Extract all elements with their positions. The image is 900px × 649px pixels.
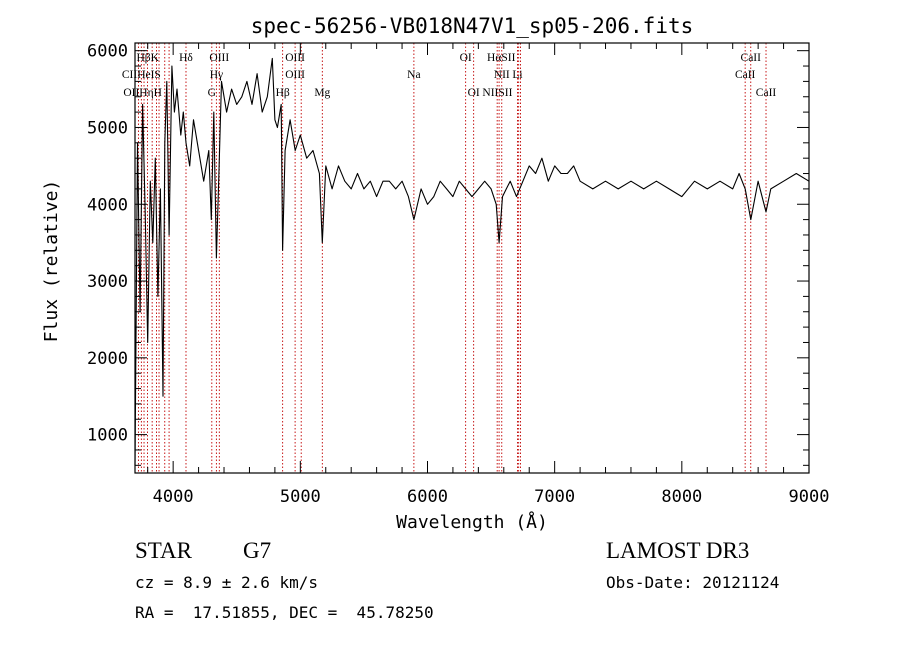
x-tick-label: 8000	[661, 487, 702, 507]
chart-title: spec-56256-VB018N47V1_sp05-206.fits	[251, 14, 694, 38]
object-class: STAR	[135, 538, 192, 563]
spectral-line-label: CaII	[741, 52, 762, 64]
spectral-line-label: OIII	[285, 52, 305, 64]
spectral-line-label: Mg	[314, 87, 330, 99]
spectral-line-label: NII	[494, 69, 510, 81]
spectral-line-label: Hδ	[179, 52, 193, 64]
spectral-line-label: OIIHηH	[123, 87, 162, 99]
spectral-line-label: Hβ	[276, 87, 290, 99]
y-tick-label: 2000	[87, 349, 128, 369]
object-subclass: G7	[243, 538, 272, 563]
x-tick-label: 6000	[407, 487, 448, 507]
x-axis-label: Wavelength (Å)	[396, 511, 548, 533]
spectral-line-label: OIII	[209, 52, 229, 64]
plot-frame	[134, 42, 810, 474]
spectral-line-label: G	[208, 87, 216, 99]
spectral-line-label: Na	[407, 69, 420, 81]
spectral-line-label: CaII	[756, 87, 777, 99]
x-tick-label: 7000	[534, 487, 575, 507]
observation-date: Obs-Date: 20121124	[606, 573, 780, 592]
spectral-line-label: Hγ	[210, 69, 223, 81]
spectral-line-label: OI	[468, 87, 480, 99]
spectrum-line	[134, 57, 810, 466]
spectral-line-label: Li	[512, 69, 522, 81]
y-tick-label: 3000	[87, 272, 128, 292]
spectral-line-label: OIII	[285, 69, 305, 81]
spectral-line-label: OI	[460, 52, 472, 64]
y-axis-label: Flux (relative)	[41, 180, 62, 343]
coordinates: RA = 17.51855, DEC = 45.78250	[135, 603, 434, 622]
spectral-line-label: NIISII	[482, 87, 512, 99]
survey-name: LAMOST DR3	[606, 538, 750, 563]
spectral-line-label: HβK	[136, 52, 159, 64]
x-tick-label: 5000	[280, 487, 321, 507]
y-tick-label: 1000	[87, 426, 128, 446]
spectral-line-label: CIIHeIS	[122, 69, 161, 81]
y-tick-label: 4000	[87, 195, 128, 215]
x-tick-label: 4000	[153, 487, 194, 507]
redshift-value: cz = 8.9 ± 2.6 km/s	[135, 573, 319, 592]
spectral-line-label: CaII	[735, 69, 756, 81]
x-tick-label: 9000	[789, 487, 830, 507]
spectral-line-label: HαSII	[487, 52, 516, 64]
y-tick-label: 5000	[87, 118, 128, 138]
y-tick-label: 6000	[87, 42, 128, 62]
